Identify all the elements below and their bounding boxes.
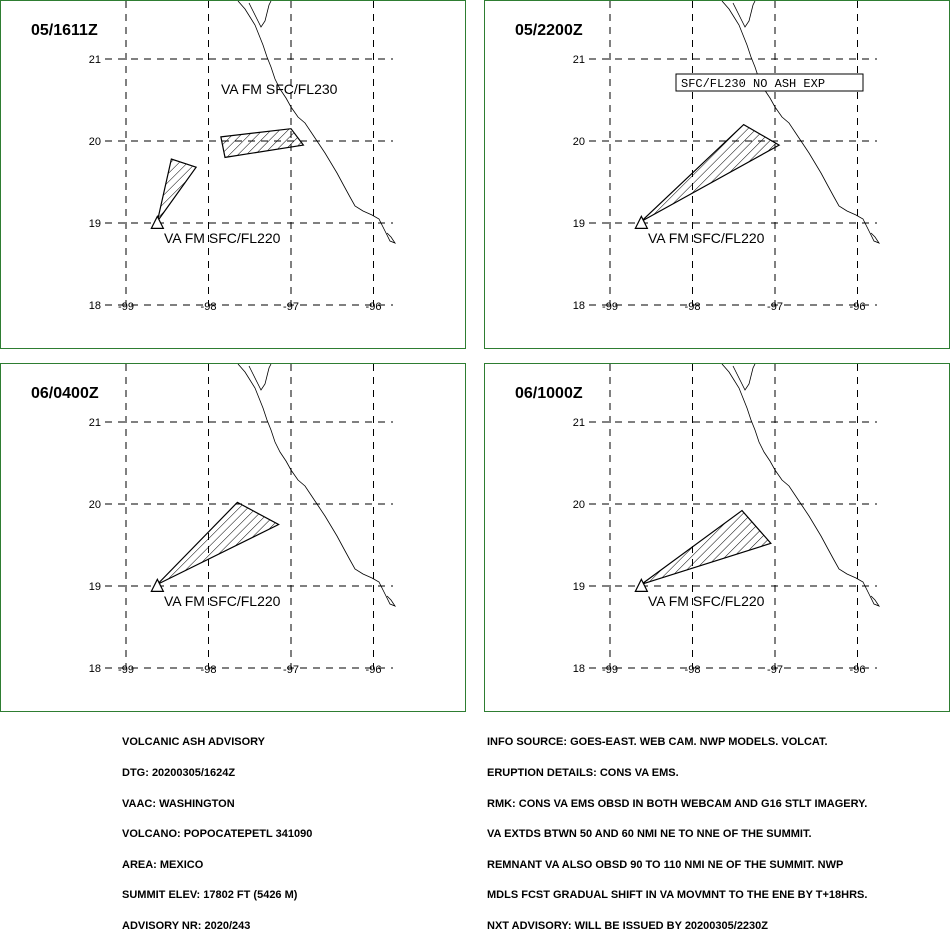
- longitude-label: -99: [118, 664, 134, 676]
- coastline: [721, 1, 881, 244]
- advisory-right-line: MDLS FCST GRADUAL SHIFT IN VA MOVMNT TO …: [487, 889, 868, 902]
- forecast-panel-2: 21 20 19 18 -99 -98 -97 -96 05/2200Z VA FM SFC/FL…: [484, 0, 950, 349]
- panel-timestamp: 06/0400Z: [31, 385, 99, 402]
- advisory-left-line: VOLCANIC ASH ADVISORY: [122, 736, 266, 749]
- advisory-right-line: INFO SOURCE: GOES-EAST. WEB CAM. NWP MOD…: [487, 736, 828, 749]
- longitude-label: -99: [118, 301, 134, 313]
- latitude-label: 18: [573, 663, 585, 675]
- advisory-left-line: DTG: 20200305/1624Z: [122, 767, 236, 779]
- map-svg-1: 21 20 19 18 -99 -98 -97 -96 05/1611Z VA FM SFC/FL…: [31, 1, 397, 313]
- longitude-label: -98: [201, 301, 217, 313]
- longitude-label: -96: [366, 301, 382, 313]
- latitude-label: 20: [89, 499, 101, 511]
- ash-cloud-polygon: [640, 123, 781, 222]
- latitude-label: 19: [573, 218, 585, 230]
- latitude-label: 18: [89, 663, 101, 675]
- advisory-right-line: RMK: CONS VA EMS OBSD IN BOTH WEBCAM AND…: [487, 797, 868, 810]
- latitude-label: 18: [89, 300, 101, 312]
- ash-layer-label: VA FM SFC/FL220: [648, 230, 765, 246]
- advisory-left: VOLCANIC ASH ADVISORY DTG: 20200305/1624…: [122, 717, 312, 941]
- volcano-icon: [150, 578, 165, 592]
- advisory-right: INFO SOURCE: GOES-EAST. WEB CAM. NWP MOD…: [487, 717, 867, 941]
- latitude-label: 20: [573, 499, 585, 511]
- forecast-panel-4: 21 20 19 18 -99 -98 -97 -96 06/1000Z VA FM SFC/FL…: [484, 363, 950, 712]
- coastline-inlet: [248, 364, 272, 391]
- ash-layer-label: VA FM SFC/FL220: [164, 230, 281, 246]
- longitude-label: -99: [602, 664, 618, 676]
- coastline-inlet: [732, 1, 756, 28]
- ash-cloud-polygon: [156, 501, 280, 585]
- latitude-label: 20: [89, 136, 101, 148]
- advisory-left-line: VAAC: WASHINGTON: [122, 797, 235, 810]
- longitude-label: -96: [366, 664, 382, 676]
- longitude-label: -98: [201, 664, 217, 676]
- advisory-right-line: VA EXTDS BTWN 50 AND 60 NMI NE TO NNE OF…: [487, 828, 812, 841]
- latitude-label: 19: [573, 581, 585, 593]
- latitude-label: 21: [573, 54, 585, 66]
- longitude-label: -97: [283, 664, 299, 676]
- ash-cloud-polygon: [220, 128, 305, 159]
- panel-timestamp: 06/1000Z: [515, 385, 583, 402]
- advisory-right-line: REMNANT VA ALSO OBSD 90 TO 110 NMI NE OF…: [487, 858, 844, 871]
- ash-cloud-polygon: [640, 509, 772, 585]
- latitude-label: 21: [573, 417, 585, 429]
- ash-layer-label: VA FM SFC/FL220: [648, 593, 765, 609]
- longitude-label: -98: [685, 664, 701, 676]
- ash-cloud-polygon: [156, 158, 198, 222]
- panel-timestamp: 05/1611Z: [31, 22, 98, 39]
- latitude-label: 18: [573, 300, 585, 312]
- advisory-left-line: ADVISORY NR: 2020/243: [122, 919, 251, 932]
- coastline: [721, 364, 881, 607]
- coastline: [237, 1, 397, 244]
- no-ash-text: SFC/FL230 NO ASH EXP: [681, 77, 825, 91]
- latitude-label: 19: [89, 581, 101, 593]
- map-svg-2: 21 20 19 18 -99 -98 -97 -96 05/2200Z VA FM SFC/FL…: [515, 1, 881, 313]
- longitude-label: -96: [850, 664, 866, 676]
- coastline-inlet: [732, 364, 756, 391]
- advisory-left-line: VOLCANO: POPOCATEPETL 341090: [122, 828, 313, 841]
- volcano-icon: [634, 215, 649, 229]
- advisory-left-line: SUMMIT ELEV: 17802 FT (5426 M): [122, 889, 298, 902]
- latitude-label: 21: [89, 417, 101, 429]
- longitude-label: -96: [850, 301, 866, 313]
- coastline-inlet: [248, 1, 272, 28]
- advisory-right-line: ERUPTION DETAILS: CONS VA EMS.: [487, 767, 679, 779]
- latitude-label: 19: [89, 218, 101, 230]
- volcano-icon: [150, 215, 165, 229]
- forecast-panel-1: 21 20 19 18 -99 -98 -97 -96 05/1611Z VA FM SFC/FL…: [0, 0, 466, 349]
- latitude-label: 21: [89, 54, 101, 66]
- longitude-label: -99: [602, 301, 618, 313]
- no-ash-box: [675, 73, 864, 92]
- ash-layer-label: VA FM SFC/FL230: [221, 81, 338, 97]
- panel-timestamp: 05/2200Z: [515, 22, 583, 39]
- coastline: [237, 364, 397, 607]
- longitude-label: -98: [685, 301, 701, 313]
- longitude-label: -97: [767, 301, 783, 313]
- advisory-left-line: AREA: MEXICO: [122, 858, 204, 871]
- volcano-icon: [634, 578, 649, 592]
- forecast-panel-3: 21 20 19 18 -99 -98 -97 -96 06/0400Z VA FM SFC/FL…: [0, 363, 466, 712]
- longitude-label: -97: [767, 664, 783, 676]
- map-svg-3: 21 20 19 18 -99 -98 -97 -96 06/0400Z VA FM SFC/FL…: [31, 364, 397, 676]
- advisory-right-line: NXT ADVISORY: WILL BE ISSUED BY 20200305…: [487, 919, 769, 932]
- map-svg-4: 21 20 19 18 -99 -98 -97 -96 06/1000Z VA FM SFC/FL…: [515, 364, 881, 676]
- ash-layer-label: VA FM SFC/FL220: [164, 593, 281, 609]
- latitude-label: 20: [573, 136, 585, 148]
- longitude-label: -97: [283, 301, 299, 313]
